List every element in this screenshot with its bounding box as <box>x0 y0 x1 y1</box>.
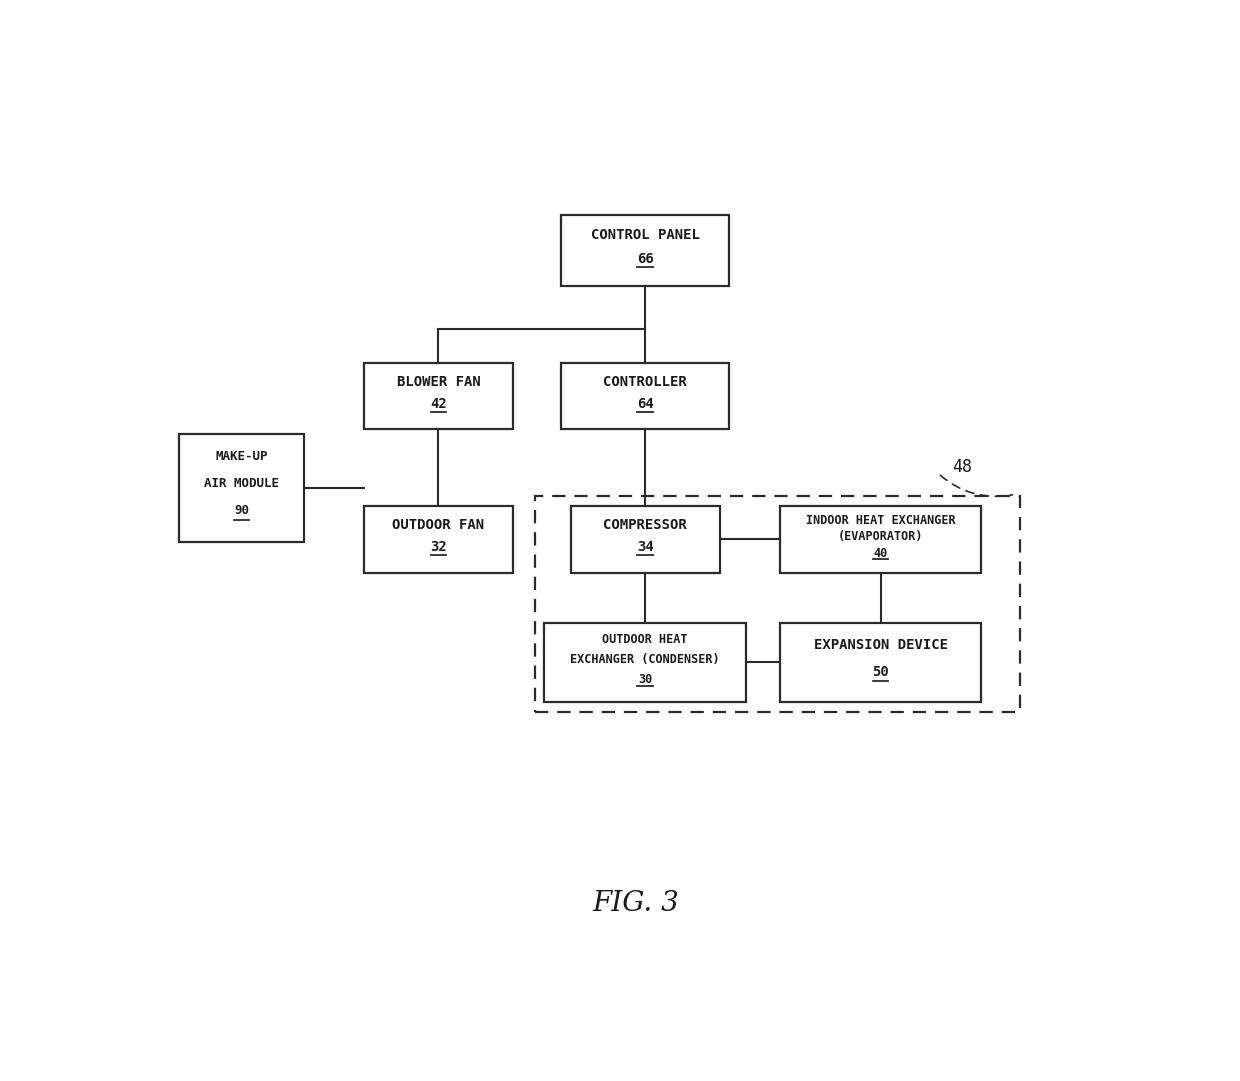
Text: OUTDOOR HEAT: OUTDOOR HEAT <box>603 633 688 646</box>
Text: 48: 48 <box>952 458 972 476</box>
Text: 90: 90 <box>234 504 249 517</box>
Text: 50: 50 <box>872 665 889 679</box>
Bar <box>544 623 746 702</box>
Text: BLOWER FAN: BLOWER FAN <box>397 375 480 389</box>
Text: 66: 66 <box>636 252 653 266</box>
Text: INDOOR HEAT EXCHANGER: INDOOR HEAT EXCHANGER <box>806 513 955 526</box>
Text: 30: 30 <box>639 672 652 685</box>
Text: 40: 40 <box>873 547 888 560</box>
Text: MAKE-UP: MAKE-UP <box>216 450 268 463</box>
Text: 32: 32 <box>430 540 446 555</box>
Text: FIG. 3: FIG. 3 <box>593 891 678 918</box>
Text: COMPRESSOR: COMPRESSOR <box>603 518 687 532</box>
Text: OUTDOOR FAN: OUTDOOR FAN <box>392 518 485 532</box>
Bar <box>560 363 729 429</box>
Bar <box>560 215 729 285</box>
Bar <box>570 506 719 573</box>
Text: CONTROLLER: CONTROLLER <box>603 375 687 389</box>
Bar <box>365 363 513 429</box>
Text: 42: 42 <box>430 397 446 411</box>
Text: EXPANSION DEVICE: EXPANSION DEVICE <box>813 638 947 652</box>
Text: 34: 34 <box>636 540 653 555</box>
Text: 64: 64 <box>636 397 653 411</box>
Bar <box>780 506 982 573</box>
Text: AIR MODULE: AIR MODULE <box>205 477 279 490</box>
Bar <box>534 496 1021 712</box>
Bar <box>780 623 982 702</box>
FancyArrowPatch shape <box>940 476 1012 496</box>
Text: EXCHANGER (CONDENSER): EXCHANGER (CONDENSER) <box>570 653 720 666</box>
Bar <box>365 506 513 573</box>
Text: (EVAPORATOR): (EVAPORATOR) <box>838 531 924 544</box>
Bar <box>179 433 304 542</box>
Text: CONTROL PANEL: CONTROL PANEL <box>590 228 699 242</box>
